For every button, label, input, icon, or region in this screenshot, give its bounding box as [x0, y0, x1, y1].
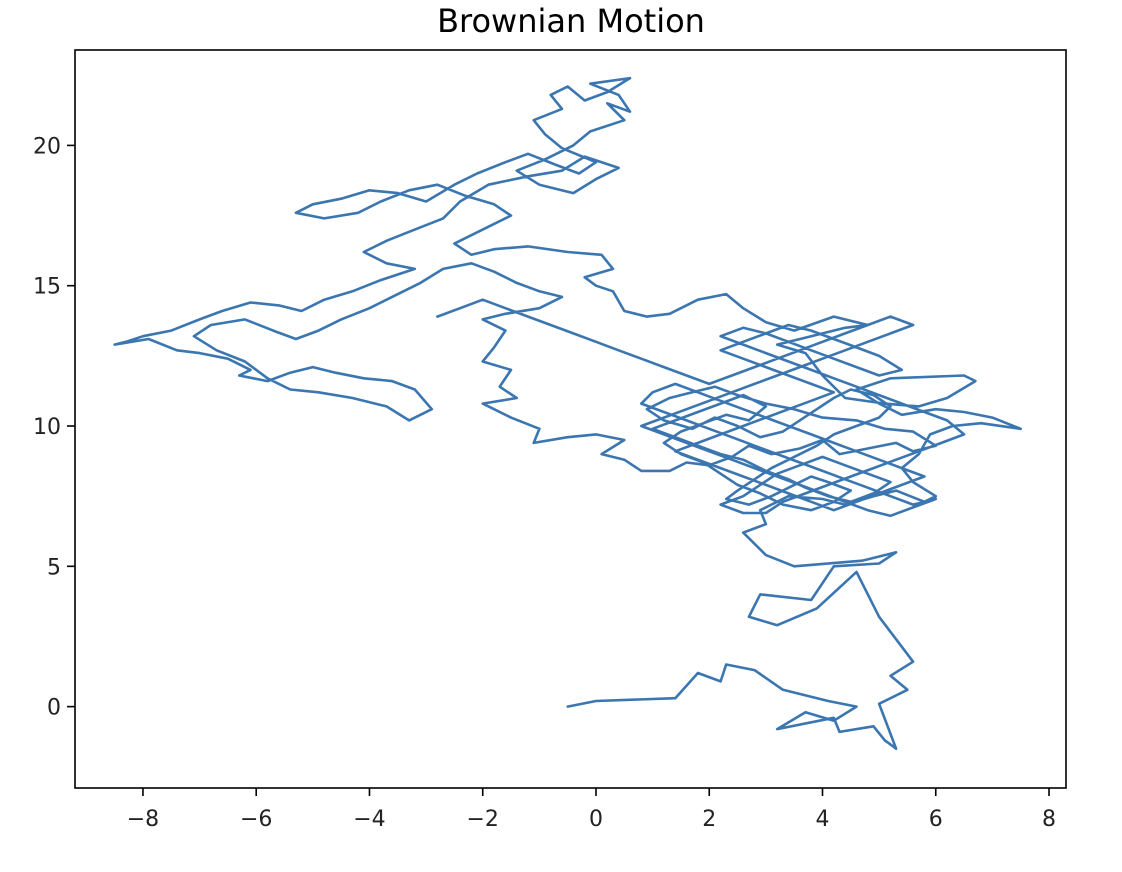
x-tick-label: 4 [815, 807, 829, 832]
x-axis: −8 −6 −4 −2 0 2 4 6 8 [127, 788, 1056, 832]
y-tick-label: 15 [33, 275, 61, 300]
x-tick-label: −4 [353, 807, 385, 832]
x-tick-label: −6 [240, 807, 272, 832]
y-tick-label: 10 [33, 415, 61, 440]
x-tick-label: 2 [702, 807, 716, 832]
x-tick-label: 0 [589, 807, 603, 832]
series-line-0 [113, 76, 1023, 751]
y-tick-label: 20 [33, 134, 61, 159]
chart-title: Brownian Motion [437, 2, 705, 40]
plot-area [113, 76, 1023, 751]
x-tick-label: 8 [1042, 807, 1056, 832]
y-axis: 0 5 10 15 20 [33, 134, 75, 721]
axes-frame [74, 49, 1067, 789]
y-tick-label: 0 [47, 696, 61, 721]
x-tick-label: 6 [929, 807, 943, 832]
y-tick-label: 5 [47, 555, 61, 580]
x-tick-label: −2 [467, 807, 499, 832]
x-tick-label: −8 [127, 807, 159, 832]
